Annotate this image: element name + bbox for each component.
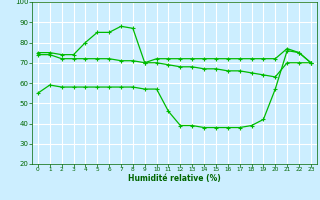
X-axis label: Humidité relative (%): Humidité relative (%) bbox=[128, 174, 221, 183]
